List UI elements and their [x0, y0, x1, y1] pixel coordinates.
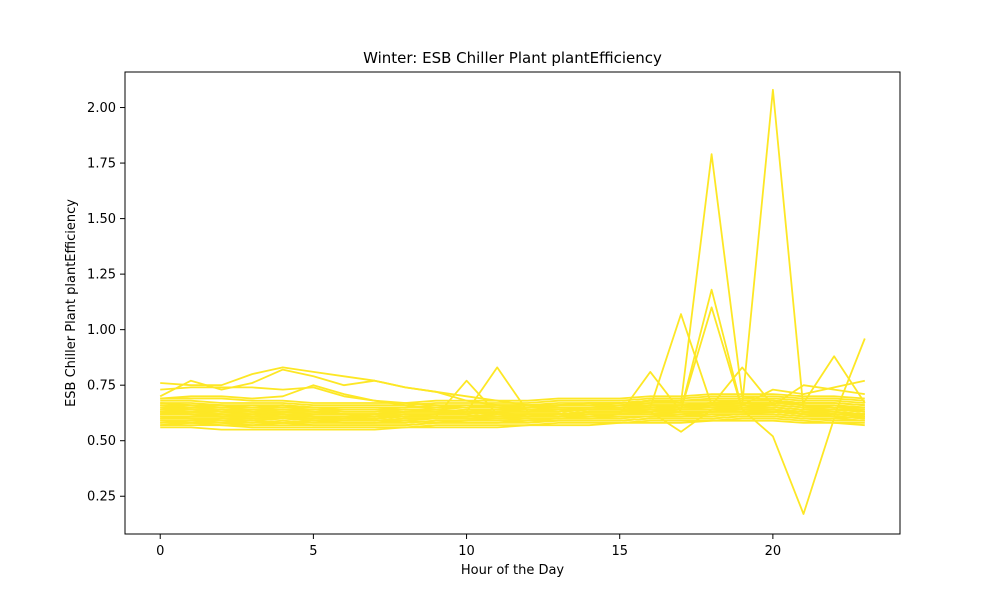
y-axis-ticks: 0.25 0.50 0.75 1.00 1.25 1.50 1.75 2.00 — [87, 101, 125, 505]
series-line-24 — [160, 393, 865, 404]
series-line-16 — [160, 417, 865, 429]
series-line-15 — [160, 419, 865, 431]
y-tick-label: 0.50 — [87, 434, 116, 449]
x-tick-label: 20 — [765, 544, 782, 559]
series-line-35 — [160, 406, 865, 416]
series-lines — [159, 88, 866, 515]
y-tick-label: 0.25 — [87, 490, 116, 505]
plot-frame — [124, 71, 901, 535]
series-line-34 — [160, 399, 865, 411]
y-tick-label: 1.00 — [87, 323, 116, 338]
x-axis-ticks: 0 5 10 15 20 — [156, 534, 781, 559]
y-tick-label: 1.25 — [87, 268, 116, 283]
x-tick-label: 10 — [458, 544, 475, 559]
x-tick-label: 5 — [309, 544, 317, 559]
y-tick-label: 2.00 — [87, 101, 116, 116]
chart-title: Winter: ESB Chiller Plant plantEfficienc… — [363, 49, 662, 67]
x-tick-label: 15 — [611, 544, 628, 559]
series-line-29 — [160, 413, 865, 424]
series-line-23 — [160, 395, 865, 407]
x-tick-label: 0 — [156, 544, 164, 559]
series-line-31 — [160, 404, 865, 416]
series-line-33 — [160, 415, 865, 427]
y-axis-label: ESB Chiller Plant plantEfficiency — [64, 199, 79, 407]
series-line-32 — [160, 408, 865, 422]
y-tick-label: 1.50 — [87, 212, 116, 227]
y-tick-label: 1.75 — [87, 157, 116, 172]
x-axis-label: Hour of the Day — [461, 563, 565, 578]
y-tick-label: 0.75 — [87, 379, 116, 394]
